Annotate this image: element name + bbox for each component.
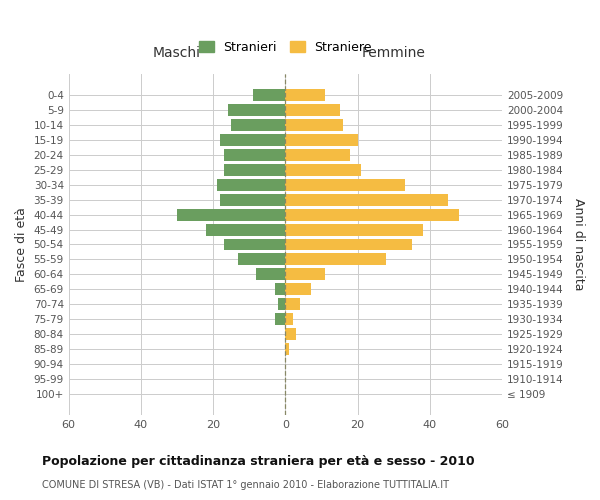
Y-axis label: Fasce di età: Fasce di età (15, 207, 28, 282)
Legend: Stranieri, Straniere: Stranieri, Straniere (194, 36, 377, 59)
Bar (253, 90, 286, 102)
Bar (286, 149, 350, 161)
Bar (217, 179, 286, 191)
Text: COMUNE DI STRESA (VB) - Dati ISTAT 1° gennaio 2010 - Elaborazione TUTTITALIA.IT: COMUNE DI STRESA (VB) - Dati ISTAT 1° ge… (42, 480, 449, 490)
Y-axis label: Anni di nascita: Anni di nascita (572, 198, 585, 290)
Bar (286, 119, 343, 131)
Bar (286, 238, 412, 250)
Bar (231, 119, 286, 131)
Bar (286, 254, 386, 266)
Bar (220, 194, 286, 205)
Text: Maschi: Maschi (153, 46, 201, 60)
Bar (275, 313, 286, 325)
Bar (220, 134, 286, 146)
Bar (286, 284, 311, 295)
Bar (206, 224, 286, 235)
Bar (238, 254, 286, 266)
Bar (286, 298, 300, 310)
Bar (256, 268, 286, 280)
Bar (224, 149, 286, 161)
Bar (177, 208, 286, 220)
Bar (286, 134, 358, 146)
Bar (286, 194, 448, 205)
Text: Femmine: Femmine (362, 46, 425, 60)
Bar (286, 164, 361, 176)
Bar (224, 238, 286, 250)
Bar (286, 90, 325, 102)
Bar (286, 313, 293, 325)
Bar (275, 284, 286, 295)
Bar (286, 328, 296, 340)
Bar (278, 298, 286, 310)
Bar (286, 179, 404, 191)
Bar (286, 268, 325, 280)
Bar (286, 343, 289, 355)
Bar (227, 104, 286, 116)
Bar (286, 224, 422, 235)
Text: Popolazione per cittadinanza straniera per età e sesso - 2010: Popolazione per cittadinanza straniera p… (42, 455, 475, 468)
Bar (286, 104, 340, 116)
Bar (286, 208, 459, 220)
Bar (224, 164, 286, 176)
